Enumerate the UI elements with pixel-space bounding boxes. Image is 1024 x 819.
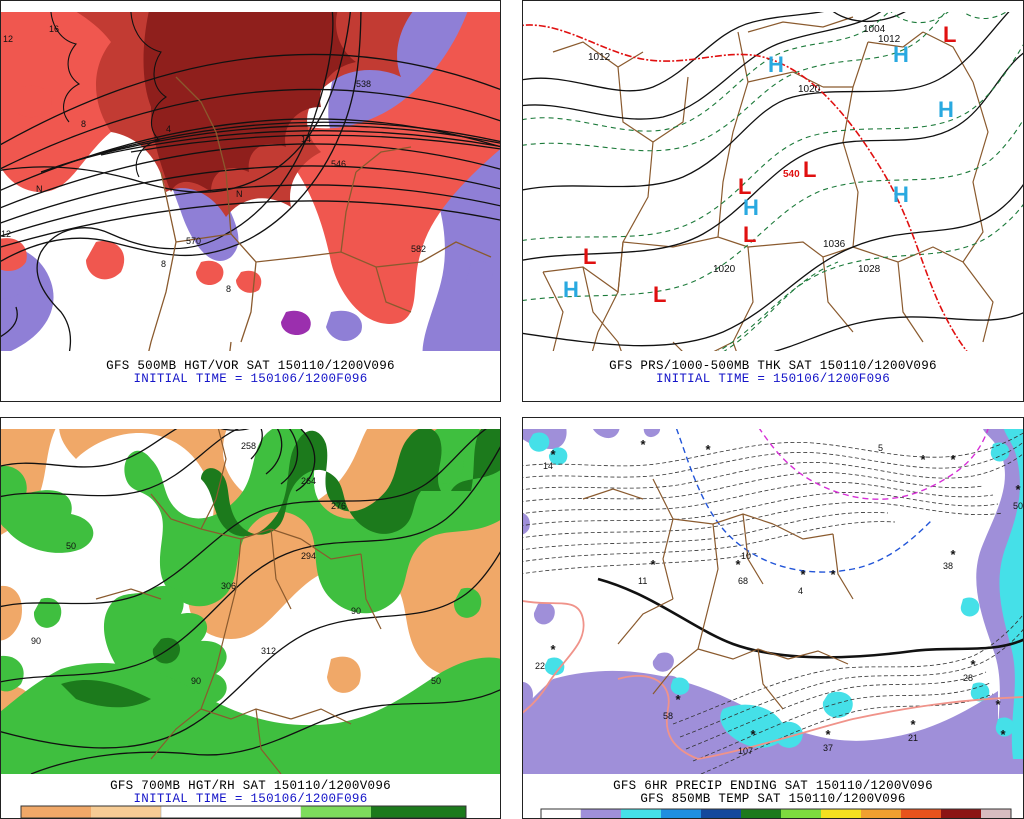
svg-text:H: H <box>893 42 909 67</box>
svg-text:5: 5 <box>878 443 883 453</box>
svg-text:50: 50 <box>66 541 76 551</box>
svg-text:90: 90 <box>191 676 201 686</box>
svg-text:L: L <box>653 282 666 307</box>
svg-text:312: 312 <box>261 646 276 656</box>
svg-text:N: N <box>36 184 43 194</box>
svg-text:90: 90 <box>31 636 41 646</box>
svg-text:1012: 1012 <box>878 34 901 45</box>
svg-text:4: 4 <box>798 586 803 596</box>
svg-text:582: 582 <box>411 244 426 254</box>
svg-text:1028: 1028 <box>858 264 881 275</box>
svg-text:4: 4 <box>166 124 171 134</box>
svg-text:37: 37 <box>823 743 833 753</box>
svg-text:12: 12 <box>1 229 11 239</box>
svg-text:540: 540 <box>783 169 800 180</box>
svg-text:1020: 1020 <box>798 84 821 95</box>
svg-text:H: H <box>563 277 579 302</box>
svg-text:16: 16 <box>49 24 59 34</box>
svg-text:H: H <box>768 52 784 77</box>
svg-text:21: 21 <box>908 733 918 743</box>
svg-text:L: L <box>743 222 756 247</box>
svg-text:L: L <box>738 174 751 199</box>
svg-text:58: 58 <box>663 711 673 721</box>
svg-text:22: 22 <box>535 661 545 671</box>
svg-text:11: 11 <box>638 576 647 586</box>
svg-text:8: 8 <box>226 284 231 294</box>
svg-text:1012: 1012 <box>588 52 611 63</box>
svg-text:L: L <box>943 22 956 47</box>
svg-text:28: 28 <box>963 673 973 683</box>
svg-text:570: 570 <box>186 236 201 246</box>
svg-text:8: 8 <box>161 259 166 269</box>
svg-text:264: 264 <box>301 476 316 486</box>
svg-text:L: L <box>583 244 596 269</box>
svg-text:8: 8 <box>81 119 86 129</box>
svg-text:38: 38 <box>943 561 953 571</box>
svg-text:276: 276 <box>331 501 346 511</box>
svg-text:90: 90 <box>351 606 361 616</box>
svg-text:1036: 1036 <box>823 239 846 250</box>
svg-text:1020: 1020 <box>713 264 736 275</box>
svg-text:306: 306 <box>221 581 236 591</box>
svg-text:12: 12 <box>3 34 13 44</box>
svg-text:50: 50 <box>1013 501 1023 511</box>
svg-text:10: 10 <box>741 551 751 561</box>
svg-text:294: 294 <box>301 551 316 561</box>
svg-text:538: 538 <box>356 79 371 89</box>
svg-text:H: H <box>938 97 954 122</box>
svg-text:107: 107 <box>738 746 753 756</box>
svg-text:L: L <box>803 157 816 182</box>
svg-text:50: 50 <box>431 676 441 686</box>
svg-text:258: 258 <box>241 441 256 451</box>
svg-text:H: H <box>893 182 909 207</box>
svg-text:N: N <box>236 189 243 199</box>
svg-text:14: 14 <box>543 461 553 471</box>
svg-text:546: 546 <box>331 159 346 169</box>
svg-text:14: 14 <box>301 134 311 144</box>
svg-text:68: 68 <box>738 576 748 586</box>
